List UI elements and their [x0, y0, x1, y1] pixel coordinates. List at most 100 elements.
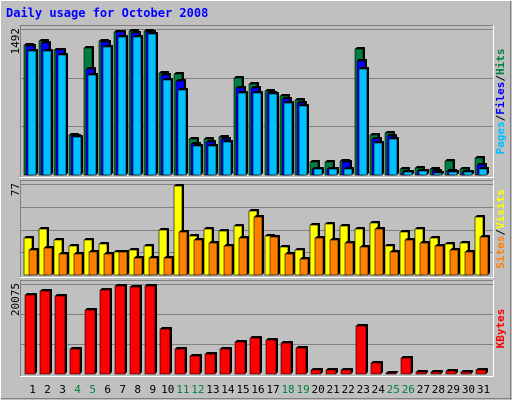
bar-pages-day-14-face: [222, 141, 232, 176]
bar-sites-day-30: [464, 250, 475, 276]
bar-hits-day-10-top: [159, 71, 169, 73]
bar-pages-day-27-top: [419, 169, 429, 171]
bar-pages-day-25-top: [389, 137, 399, 139]
bar-sites-day-20-top: [315, 236, 325, 238]
x-tick-label-20: 20: [312, 383, 325, 396]
bar-pages-day-13-top: [208, 144, 218, 146]
bar-hits-day-16-top: [249, 82, 259, 84]
bar-sites-day-19-face: [299, 258, 309, 276]
bar-sites-day-31-top: [480, 235, 490, 237]
bar-pages-day-8-top: [133, 35, 143, 37]
bar-kbytes-day-9: [144, 284, 157, 375]
bar-files-day-14-top: [221, 137, 231, 139]
bar-sites-day-27: [419, 241, 430, 276]
panel-kbytes: 20075 KBytes: [9, 280, 507, 377]
bar-kbytes-day-25-side: [396, 371, 398, 374]
bar-kbytes-day-10-side: [170, 327, 172, 374]
bar-pages-day-18: [283, 101, 294, 176]
bar-files-day-31-top: [477, 163, 487, 165]
bar-pages-day-31-top: [479, 167, 489, 169]
bar-pages-day-28-face: [433, 172, 443, 176]
bar-files-day-1-top: [26, 44, 36, 46]
bar-kbytes-day-2-face: [39, 290, 51, 375]
bar-sites-day-29-face: [449, 249, 459, 276]
legend-separator: /: [494, 229, 507, 236]
bar-sites-day-17-side: [278, 235, 280, 275]
bar-pages-day-29-side: [457, 170, 459, 175]
bar-sites-day-27-top: [420, 241, 430, 243]
bar-kbytes-day-13: [204, 352, 217, 375]
bar-pages-day-26: [403, 170, 414, 176]
bar-pages-day-2-top: [43, 49, 53, 51]
bar-kbytes-day-31-top: [476, 368, 488, 370]
bar-sites-day-4-side: [82, 252, 84, 275]
x-axis: 1 2 3 4 5 6 7 8 9 10 11 12 13 14 15 16 17 18 19 20 21 22 23 24 2…: [29, 383, 490, 396]
bar-pages-day-29: [448, 170, 459, 176]
bar-sites-day-25: [389, 250, 400, 276]
bar-sites-day-28-side: [443, 244, 445, 275]
bar-kbytes-day-1: [24, 293, 37, 375]
bar-kbytes-day-29-side: [456, 369, 458, 374]
bar-sites-day-29-side: [458, 248, 460, 275]
bar-kbytes-day-6-side: [110, 288, 112, 374]
x-tick-label-2: 2: [44, 383, 51, 396]
bar-sites-day-23-top: [360, 245, 370, 247]
panel-hits-files-pages-ymax-label: 1492: [9, 28, 22, 55]
bar-sites-day-26: [404, 238, 415, 276]
bar-visits-day-1-top: [24, 236, 34, 238]
bar-pages-day-28-top: [434, 171, 444, 173]
bar-kbytes-day-9-side: [155, 284, 157, 374]
bar-hits-day-26-top: [400, 167, 410, 169]
bar-pages-day-26-side: [412, 170, 414, 175]
bar-sites-day-21: [329, 238, 340, 276]
bar-sites-day-6-face: [103, 253, 113, 276]
bar-pages-day-19-side: [307, 104, 309, 175]
bar-kbytes-day-12-side: [200, 354, 202, 374]
bar-pages-day-19-top: [299, 104, 309, 106]
bar-kbytes-day-17: [265, 338, 278, 375]
bar-hits-day-11-top: [174, 72, 184, 74]
bar-kbytes-day-13-side: [215, 352, 217, 374]
bar-pages-day-16-top: [253, 91, 263, 93]
bar-kbytes-day-18: [280, 341, 293, 375]
bar-pages-day-2: [42, 49, 53, 176]
bar-hits-day-29-top: [445, 159, 455, 161]
bar-pages-day-19-face: [298, 105, 308, 176]
bar-visits-day-6-top: [99, 242, 109, 244]
bar-sites-day-2-face: [43, 247, 53, 276]
bar-sites-day-21-top: [330, 238, 340, 240]
x-tick-label-1: 1: [29, 383, 36, 396]
bar-pages-day-20: [313, 167, 324, 176]
bar-sites-day-15-side: [247, 236, 249, 275]
bar-kbytes-day-28-side: [441, 370, 443, 374]
bar-kbytes-day-3: [54, 294, 67, 375]
bar-sites-day-11-top: [179, 230, 189, 232]
bar-pages-day-4-side: [81, 135, 83, 175]
x-tick-label-9: 9: [149, 383, 156, 396]
bar-files-day-24-top: [372, 137, 382, 139]
x-tick-label-25: 25: [387, 383, 400, 396]
bar-sites-day-8: [133, 256, 144, 276]
bar-kbytes-day-11: [174, 347, 187, 375]
bar-pages-day-3: [57, 53, 68, 176]
bar-pages-day-30-side: [472, 170, 474, 175]
bar-pages-day-7-side: [126, 35, 128, 175]
bar-sites-day-10-face: [163, 257, 173, 276]
panel-hits-files-pages-legend: Pages/Files/Hits: [494, 49, 507, 155]
bar-kbytes-day-27: [415, 370, 428, 375]
bar-kbytes-day-19-side: [306, 346, 308, 374]
x-tick-label-29: 29: [447, 383, 460, 396]
bar-kbytes-day-20-face: [310, 369, 322, 375]
bar-sites-day-23: [359, 245, 370, 276]
bar-pages-day-30: [463, 170, 474, 176]
bar-kbytes-day-4-side: [80, 347, 82, 374]
bar-pages-day-12-side: [201, 144, 203, 175]
bar-kbytes-day-30: [460, 370, 473, 375]
x-tick-label-3: 3: [59, 383, 66, 396]
bar-files-day-23-top: [357, 59, 367, 61]
x-tick-label-12: 12: [191, 383, 204, 396]
legend-separator: /: [494, 114, 507, 121]
bar-hits-day-31-top: [475, 156, 485, 158]
bar-kbytes-day-11-face: [174, 348, 186, 375]
